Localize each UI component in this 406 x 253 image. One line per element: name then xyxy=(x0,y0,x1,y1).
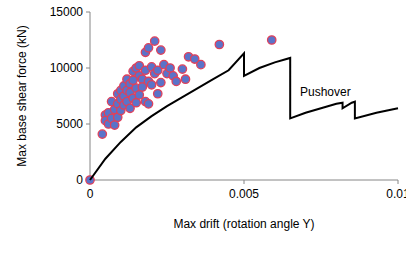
scatter-point xyxy=(268,36,276,44)
y-axis-label: Max base shear force (kN) xyxy=(15,25,29,166)
x-tick xyxy=(398,180,399,184)
series-label: Pushover xyxy=(300,85,351,99)
chart: 0 5000 10000 15000 0 0.005 0.01 Max drift (rota… xyxy=(0,0,406,253)
scatter-point xyxy=(144,44,152,52)
scatter-point xyxy=(197,60,205,68)
scatter-point xyxy=(215,40,223,48)
labels: Pushover xyxy=(300,85,351,99)
y-tick-label: 0 xyxy=(76,173,83,187)
scatter-point xyxy=(129,76,137,84)
scatter-point xyxy=(132,99,140,107)
y-tick-label: 15000 xyxy=(50,5,84,19)
scatter-point xyxy=(147,81,155,89)
plot-area xyxy=(86,36,398,184)
scatter-point xyxy=(172,77,180,85)
scatter-point xyxy=(157,78,165,86)
line-series xyxy=(90,53,398,180)
y-tick xyxy=(86,12,90,13)
x-tick-label: 0.01 xyxy=(386,187,406,201)
scatter-point xyxy=(181,75,189,83)
scatter-point xyxy=(154,90,162,98)
scatter-point xyxy=(178,65,186,73)
scatter-point xyxy=(135,91,143,99)
y-tick-label: 10000 xyxy=(50,61,84,75)
scatter-point xyxy=(144,100,152,108)
scatter-point xyxy=(98,130,106,138)
y-tick-label: 5000 xyxy=(56,117,83,131)
scatter-point xyxy=(150,37,158,45)
scatter-point xyxy=(110,121,118,129)
x-tick-label: 0.005 xyxy=(229,187,259,201)
x-tick-label: 0 xyxy=(87,187,94,201)
scatter-point xyxy=(157,46,165,54)
x-axis-label: Max drift (rotation angle Y) xyxy=(173,217,314,231)
x-tick xyxy=(244,180,245,184)
y-tick xyxy=(86,124,90,125)
y-tick xyxy=(86,68,90,69)
scatter-point xyxy=(166,64,174,72)
y-axis xyxy=(90,12,91,180)
